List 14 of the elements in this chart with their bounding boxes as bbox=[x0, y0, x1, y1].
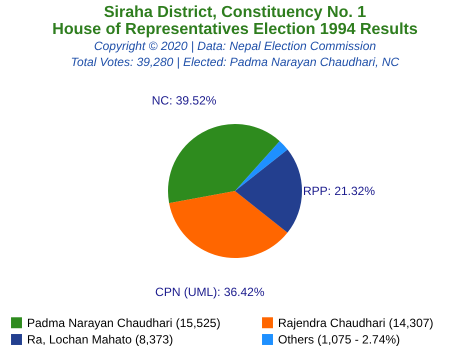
chart-title: Siraha District, Constituency No. 1 House of Representatives Election 1994 Results bbox=[52, 4, 418, 38]
legend-label: Others (1,075 - 2.74%) bbox=[278, 332, 400, 346]
data-label: NC: 39.52% bbox=[152, 93, 217, 108]
chart-subtitle: Copyright © 2020 | Data: Nepal Election Commission bbox=[94, 39, 376, 53]
pie-slice bbox=[235, 141, 288, 191]
legend-label: Rajendra Chaudhari (14,307) bbox=[278, 316, 434, 330]
text: Total Votes: 39,280 | Elected: Padma Narayan Chaudhari, NC bbox=[70, 55, 400, 69]
pie-slice bbox=[235, 149, 302, 233]
pie-slice bbox=[168, 124, 280, 204]
legend-label: Ra, Lochan Mahato (8,373) bbox=[27, 332, 174, 346]
pie-slice bbox=[169, 191, 288, 258]
data-label: CPN (UML): 36.42% bbox=[155, 284, 265, 299]
data-label: RPP: 21.32% bbox=[302, 184, 376, 198]
legend-label: Padma Narayan Chaudhari (15,525) bbox=[27, 316, 220, 330]
